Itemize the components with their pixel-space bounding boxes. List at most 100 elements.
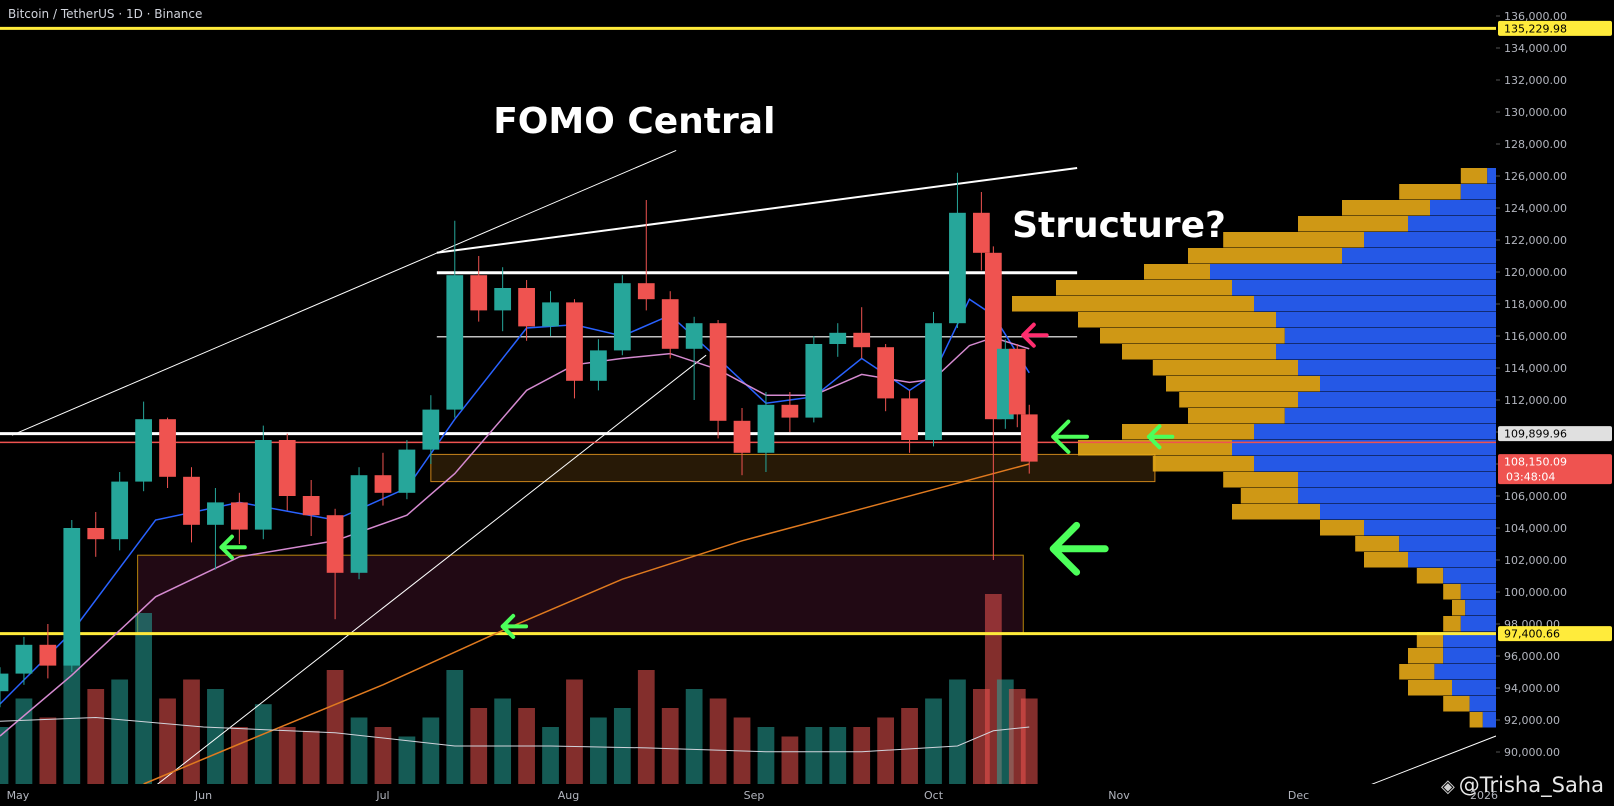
volume-profile-buy-bar xyxy=(1443,632,1496,648)
volume-bar xyxy=(685,689,703,784)
price-axis-label: 114,000.00 xyxy=(1504,362,1567,375)
volume-bar xyxy=(590,717,607,784)
candle-body xyxy=(159,419,176,477)
volume-bar xyxy=(374,727,392,784)
time-axis-label: Oct xyxy=(924,789,944,802)
candle-body xyxy=(877,347,895,399)
candle-body xyxy=(230,502,248,530)
arrow-stroke xyxy=(1021,322,1049,348)
price-axis-label: 130,000.00 xyxy=(1504,106,1567,119)
time-axis-label: Jun xyxy=(194,789,212,802)
volume-bar xyxy=(637,670,655,784)
volume-bar xyxy=(398,736,416,784)
volume-bar xyxy=(159,698,176,784)
volume-profile-sell-bar xyxy=(1355,536,1400,552)
volume-profile-buy-bar xyxy=(1254,456,1496,472)
volume-profile-sell-bar xyxy=(1320,520,1364,536)
volume-profile-sell-bar xyxy=(1469,712,1483,728)
volume-profile-sell-bar xyxy=(1416,568,1444,584)
volume-profile-sell-bar xyxy=(1364,552,1408,568)
candle-body xyxy=(494,288,512,311)
volume-profile-buy-bar xyxy=(1320,376,1496,392)
arrow-stroke xyxy=(1051,419,1089,455)
volume-profile-buy-bar xyxy=(1460,584,1496,600)
candle-body xyxy=(254,440,272,530)
tradingview-logo-icon: ◈ xyxy=(1440,776,1455,797)
volume-bar xyxy=(613,708,631,784)
candle-body xyxy=(972,212,990,253)
volume-profile-buy-bar xyxy=(1434,664,1496,680)
candle-body xyxy=(111,481,129,540)
volume-profile-buy-bar xyxy=(1399,536,1496,552)
volume-bar xyxy=(230,727,248,784)
candle-body xyxy=(446,275,464,410)
volume-bar xyxy=(949,679,966,784)
volume-profile-buy-bar xyxy=(1408,552,1496,568)
price-axis-label: 120,000.00 xyxy=(1504,266,1567,279)
volume-profile-buy-bar xyxy=(1452,680,1496,696)
volume-profile-sell-bar xyxy=(1188,248,1342,264)
arrow-marker-4 xyxy=(500,613,529,639)
volume-profile-sell-bar xyxy=(1408,648,1444,664)
time-axis-label: Aug xyxy=(558,789,579,802)
arrow-stroke xyxy=(1049,521,1109,576)
volume-bar xyxy=(183,679,200,784)
moving-average-line-2 xyxy=(143,463,1030,785)
price-label-bg-1 xyxy=(1498,426,1612,442)
volume-profile-buy-bar xyxy=(1443,568,1496,584)
volume-profile-sell-bar xyxy=(1443,696,1470,712)
candle-body xyxy=(1020,414,1038,462)
volume-profile-sell-bar xyxy=(1078,312,1276,328)
candle-body xyxy=(853,332,871,348)
time-axis-label: 2026 xyxy=(1470,789,1498,802)
price-axis-label: 96,000.00 xyxy=(1504,650,1560,663)
volume-bar xyxy=(326,670,344,784)
volume-profile-buy-bar xyxy=(1364,232,1496,248)
volume-bar xyxy=(566,679,583,784)
arrow-stroke xyxy=(500,613,529,639)
volume-bar xyxy=(661,708,679,784)
volume-bar xyxy=(350,717,368,784)
candle-body xyxy=(661,299,679,349)
price-axis-label: 94,000.00 xyxy=(1504,682,1560,695)
volume-profile-buy-bar xyxy=(1408,216,1496,232)
candle-body xyxy=(709,323,727,421)
volume-profile-sell-bar xyxy=(1460,168,1488,184)
volume-bar xyxy=(39,717,57,784)
volume-bar xyxy=(63,632,81,784)
price-axis-label: 132,000.00 xyxy=(1504,74,1567,87)
arrow-stroke xyxy=(219,534,247,560)
candle-body xyxy=(422,409,440,450)
volume-profile-buy-bar xyxy=(1298,392,1496,408)
volume-bar xyxy=(302,730,320,784)
volume-profile-buy-bar xyxy=(1364,520,1496,536)
price-axis-label: 136,000.00 xyxy=(1504,10,1567,23)
price-label-1: 109,899.96 xyxy=(1504,428,1567,441)
candle-body xyxy=(829,332,847,344)
candle-body xyxy=(613,283,631,351)
candle-body xyxy=(949,212,966,324)
volume-profile-buy-bar xyxy=(1254,296,1496,312)
candle-body xyxy=(590,350,607,381)
volume-bar xyxy=(757,727,775,784)
volume-profile-sell-bar xyxy=(1223,472,1298,488)
volume-profile-sell-bar xyxy=(1166,376,1320,392)
price-axis-label: 122,000.00 xyxy=(1504,234,1567,247)
chart-annotation-1: Structure? xyxy=(1012,205,1226,246)
candle-body xyxy=(542,302,559,327)
volume-profile-sell-bar xyxy=(1144,264,1210,280)
price-axis-label: 116,000.00 xyxy=(1504,330,1567,343)
volume-profile-buy-bar xyxy=(1320,504,1496,520)
demand-zone-1 xyxy=(430,453,1156,483)
price-label-3: 97,400.66 xyxy=(1504,628,1560,641)
chart-symbol-header: Bitcoin / TetherUS · 1D · Binance xyxy=(8,7,203,21)
price-axis-label: 118,000.00 xyxy=(1504,298,1567,311)
volume-profile-sell-bar xyxy=(1100,328,1285,344)
price-label-0: 135,229.98 xyxy=(1504,22,1567,35)
price-axis-label: 100,000.00 xyxy=(1504,586,1567,599)
arrow-stroke xyxy=(1146,424,1175,450)
volume-profile-sell-bar xyxy=(1188,408,1285,424)
candle-body xyxy=(733,420,751,453)
volume-profile-buy-bar xyxy=(1443,648,1496,664)
